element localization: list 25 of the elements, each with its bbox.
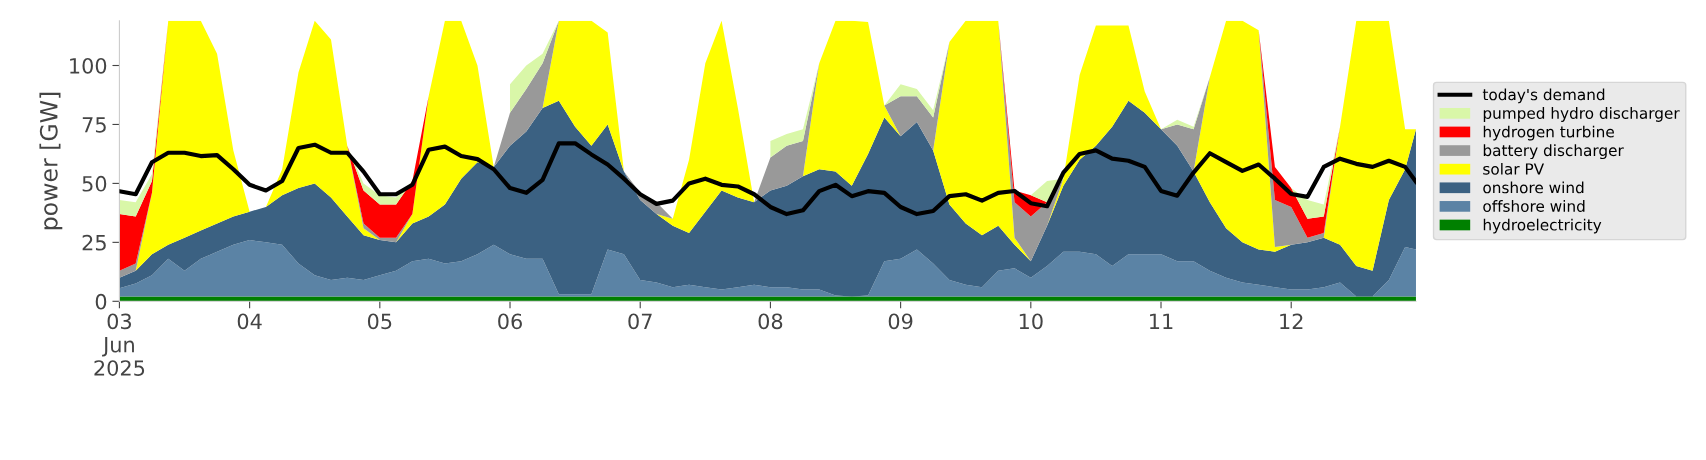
legend-label: onshore wind [1483, 181, 1584, 194]
line-series [119, 141, 1416, 217]
x-tick-label: 06 [498, 313, 522, 330]
x-tick-label: 07 [628, 313, 652, 330]
x-tick-label: 04 [237, 313, 262, 330]
legend-label: offshore wind [1483, 200, 1585, 212]
legend-label: battery discharger [1483, 144, 1624, 160]
legend-label: hydrogen turbine [1483, 125, 1614, 141]
y-axis-title: power [GW] [39, 92, 63, 230]
x-tick-label: 08 [758, 313, 783, 330]
y-tick-label: 100 [70, 57, 107, 74]
x-tick-label: 10 [1019, 313, 1043, 330]
x-tick-label: 05 [367, 313, 392, 330]
x-tick-label: 09 [888, 313, 913, 330]
y-tick-label: 50 [82, 175, 107, 192]
y-tick-label: 75 [82, 117, 106, 133]
x-tick-label: 12 [1280, 313, 1303, 329]
legend-label: pumped hydro discharger [1483, 107, 1680, 122]
y-tick-label: 0 [95, 293, 107, 310]
legend-label: hydroelectricity [1483, 218, 1602, 234]
x-tick-label: 11 [1150, 313, 1173, 329]
legend-label: today's demand [1482, 88, 1605, 104]
legend-label: solar PV [1483, 162, 1545, 175]
y-tick-label: 25 [82, 234, 106, 251]
x-tick-label: 03 Jun 2025 [94, 313, 145, 376]
